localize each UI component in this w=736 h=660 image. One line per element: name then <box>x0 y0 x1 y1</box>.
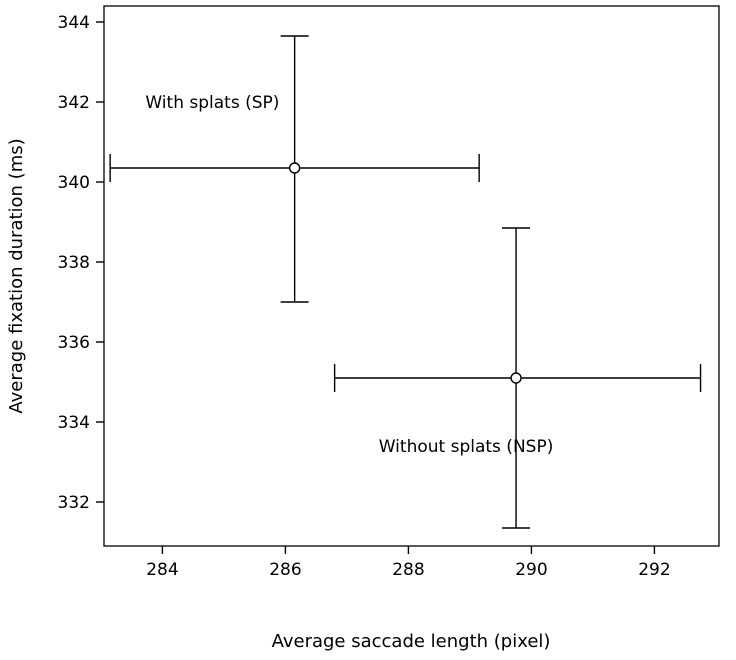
y-tick-label: 338 <box>58 253 90 273</box>
x-tick-label: 290 <box>515 560 547 580</box>
data-point <box>288 162 301 174</box>
y-axis: 332 334 336 338 340 342 344 <box>58 13 104 513</box>
x-tick-label: 284 <box>146 560 178 580</box>
y-tick-label: 336 <box>58 333 90 353</box>
data-marks: With splats (SP) Without splats (NSP) <box>109 35 702 529</box>
x-tick-label: 292 <box>638 560 670 580</box>
x-axis-label: Average saccade length (pixel) <box>272 631 551 652</box>
point-label: Without splats (NSP) <box>379 437 554 457</box>
y-tick-label: 342 <box>58 93 90 113</box>
x-tick-label: 288 <box>392 560 424 580</box>
y-tick-label: 332 <box>58 493 90 513</box>
y-tick-label: 334 <box>58 413 90 433</box>
data-point <box>510 372 522 384</box>
point-label: With splats (SP) <box>145 93 279 113</box>
y-tick-label: 340 <box>58 173 90 193</box>
y-axis-label: Average fixation duration (ms) <box>6 138 27 413</box>
x-axis: 284 286 288 290 292 <box>146 546 671 580</box>
plot-frame <box>103 5 720 547</box>
x-tick-label: 286 <box>269 560 301 580</box>
y-tick-label: 344 <box>58 13 90 33</box>
